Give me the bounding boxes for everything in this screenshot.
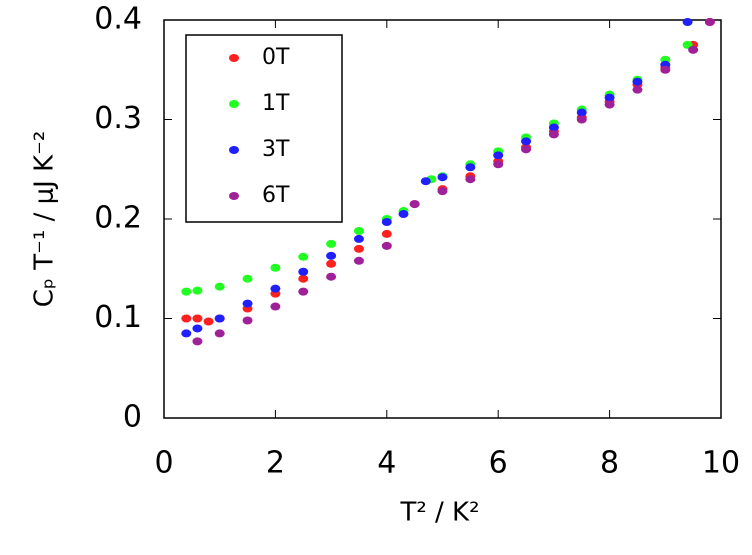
data-point — [192, 286, 203, 295]
data-point — [465, 175, 476, 184]
data-point — [192, 324, 203, 333]
y-axis-label: Cₚ T⁻¹ / μJ K⁻² — [30, 131, 60, 308]
data-point — [298, 287, 309, 296]
data-point — [576, 108, 587, 117]
data-point — [353, 226, 364, 235]
data-point — [192, 337, 203, 346]
legend-marker — [229, 192, 239, 200]
x-tick-label: 8 — [600, 446, 619, 481]
data-point — [214, 329, 225, 338]
x-tick-label: 6 — [489, 446, 508, 481]
data-point — [548, 130, 559, 139]
data-point — [214, 314, 225, 323]
data-point — [420, 177, 431, 186]
data-point — [521, 145, 532, 154]
data-point — [521, 137, 532, 146]
data-point — [298, 274, 309, 283]
data-point — [604, 100, 615, 109]
data-point — [242, 299, 253, 308]
data-point — [465, 163, 476, 172]
data-point — [326, 251, 337, 260]
data-point — [437, 187, 448, 196]
data-point — [632, 85, 643, 94]
legend-marker — [229, 54, 239, 62]
y-tick-label: 0.4 — [94, 2, 142, 37]
legend-marker — [229, 146, 239, 154]
data-point — [181, 287, 192, 296]
data-point — [181, 329, 192, 338]
data-point — [298, 267, 309, 276]
data-point — [437, 173, 448, 182]
legend-label: 0T — [262, 45, 290, 70]
data-point — [214, 282, 225, 291]
data-point — [270, 263, 281, 272]
data-point — [326, 272, 337, 281]
data-point — [660, 65, 671, 74]
data-point — [576, 115, 587, 124]
x-tick-label: 2 — [266, 446, 285, 481]
legend-marker — [229, 100, 239, 108]
data-point — [192, 314, 203, 323]
data-point — [493, 160, 504, 169]
legend-label: 3T — [262, 137, 290, 162]
data-point — [203, 317, 214, 326]
data-point — [353, 256, 364, 265]
y-tick-label: 0.3 — [94, 101, 142, 136]
data-point — [353, 234, 364, 243]
data-point — [270, 302, 281, 311]
y-tick-label: 0.2 — [94, 201, 142, 236]
data-point — [548, 123, 559, 132]
data-point — [682, 17, 693, 26]
data-point — [604, 93, 615, 102]
data-point — [398, 210, 409, 219]
x-tick-label: 0 — [154, 446, 173, 481]
data-point — [493, 151, 504, 160]
data-point — [326, 259, 337, 268]
data-point — [409, 200, 420, 209]
data-point — [242, 274, 253, 283]
data-point — [381, 241, 392, 250]
data-point — [326, 239, 337, 248]
data-point — [632, 77, 643, 86]
legend-label: 1T — [262, 91, 290, 116]
x-tick-label: 10 — [702, 446, 740, 481]
data-point — [353, 244, 364, 253]
data-point — [704, 17, 715, 26]
y-tick-label: 0.1 — [94, 300, 142, 335]
data-point — [688, 45, 699, 54]
data-point — [270, 284, 281, 293]
data-point — [181, 314, 192, 323]
data-point — [381, 217, 392, 226]
x-axis-label: T² / K² — [399, 498, 479, 528]
legend-label: 6T — [262, 183, 290, 208]
data-point — [381, 229, 392, 238]
y-tick-label: 0 — [123, 400, 142, 435]
data-point — [298, 252, 309, 261]
data-point — [242, 316, 253, 325]
legend-box — [185, 34, 343, 223]
x-tick-label: 4 — [377, 446, 396, 481]
